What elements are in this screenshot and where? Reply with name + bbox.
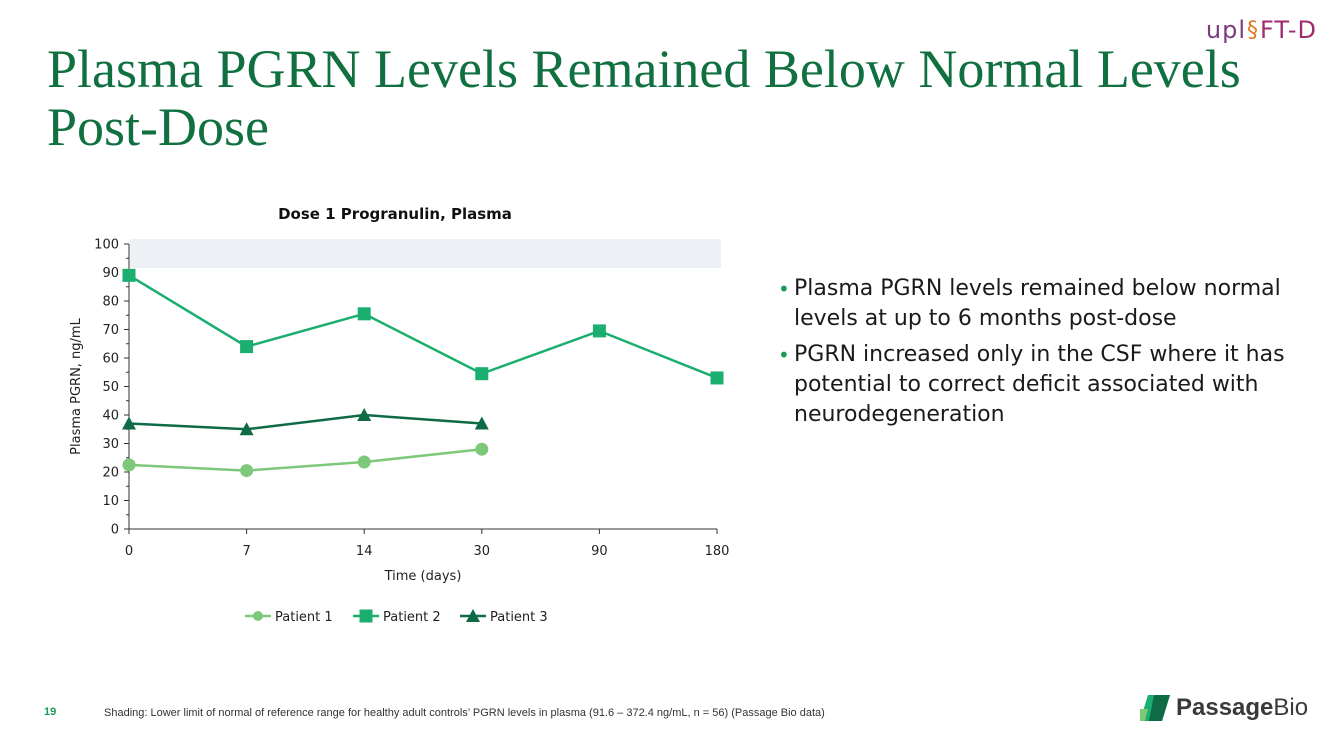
x-tick-label: 0 <box>125 544 133 559</box>
y-tick-label: 10 <box>102 494 119 509</box>
y-axis-label: Plasma PGRN, ng/mL <box>69 317 84 454</box>
y-tick-label: 70 <box>102 323 119 338</box>
logo-text-suffix: FT-D <box>1260 16 1317 44</box>
normal-range-shading <box>130 239 721 268</box>
series-line-patient-2 <box>128 274 718 380</box>
x-tick-label: 14 <box>356 544 373 559</box>
pgrn-line-chart: Dose 1 Progranulin, Plasma 0 10 20 30 40 50 60 7… <box>69 205 730 625</box>
y-tick-label: 30 <box>102 437 119 452</box>
bullet-text: Plasma PGRN levels remained below normal… <box>794 276 1281 331</box>
x-tick-label: 90 <box>591 544 608 559</box>
series-line-patient-3 <box>128 413 482 431</box>
bullet-icon: • <box>778 277 790 301</box>
data-point-patient-2 <box>357 307 371 321</box>
x-tick-label: 7 <box>242 544 250 559</box>
data-point-patient-1 <box>122 458 136 472</box>
footnote: Shading: Lower limit of normal of refere… <box>104 707 825 719</box>
data-point-patient-2 <box>240 340 254 354</box>
x-tick-label: 30 <box>474 544 491 559</box>
passage-bio-mark-icon <box>1140 695 1170 721</box>
series-line-patient-1 <box>128 447 482 472</box>
data-point-patient-3 <box>474 416 489 430</box>
data-point-patient-1 <box>475 442 489 456</box>
data-point-patient-2 <box>122 268 136 282</box>
data-point-patient-2 <box>592 324 606 338</box>
legend-marker-patient-3 <box>466 609 480 622</box>
y-tick-label: 60 <box>102 352 119 367</box>
company-name-bold: Passage <box>1176 694 1274 721</box>
legend-marker-patient-1 <box>253 611 263 621</box>
dna-helix-icon: § <box>1247 17 1260 43</box>
bullet-item: • PGRN increased only in the CSF where it… <box>778 340 1298 430</box>
bullet-item: • Plasma PGRN levels remained below norma… <box>778 274 1298 334</box>
uplift-d-logo: upl § FT-D <box>1206 16 1317 44</box>
data-point-patient-1 <box>240 464 254 478</box>
company-name-rest: Bio <box>1273 694 1309 721</box>
data-point-patient-1 <box>357 455 371 469</box>
slide-title: Plasma PGRN Levels Remained Below Normal… <box>47 39 1241 157</box>
logo-text-prefix: upl <box>1205 16 1247 44</box>
y-tick-label: 100 <box>94 238 119 253</box>
legend-label-patient-2: Patient 2 <box>383 610 441 625</box>
data-point-patient-3 <box>239 422 254 436</box>
bullet-list: • Plasma PGRN levels remained below norma… <box>778 274 1298 436</box>
y-tick-label: 0 <box>111 523 119 538</box>
x-tick-label: 180 <box>705 544 730 559</box>
chart-title: Dose 1 Progranulin, Plasma <box>278 205 512 223</box>
data-point-patient-2 <box>710 371 724 385</box>
y-tick-label: 80 <box>102 295 119 310</box>
bullet-icon: • <box>778 343 790 367</box>
passage-bio-logo: PassageBio <box>1140 694 1308 722</box>
data-point-patient-3 <box>122 416 136 430</box>
y-tick-label: 90 <box>102 266 119 281</box>
company-name: PassageBio <box>1176 694 1308 722</box>
data-point-patient-2 <box>475 367 489 381</box>
legend-marker-patient-2 <box>359 609 373 623</box>
page-number: 19 <box>44 706 57 718</box>
bullet-text: PGRN increased only in the CSF where it … <box>794 342 1285 427</box>
y-tick-label: 20 <box>102 466 119 481</box>
legend-label-patient-3: Patient 3 <box>490 610 548 625</box>
y-tick-label: 50 <box>102 380 119 395</box>
legend-label-patient-1: Patient 1 <box>275 610 333 625</box>
data-point-patient-3 <box>357 408 372 421</box>
x-axis-label: Time (days) <box>384 569 462 584</box>
y-tick-label: 40 <box>102 409 119 424</box>
